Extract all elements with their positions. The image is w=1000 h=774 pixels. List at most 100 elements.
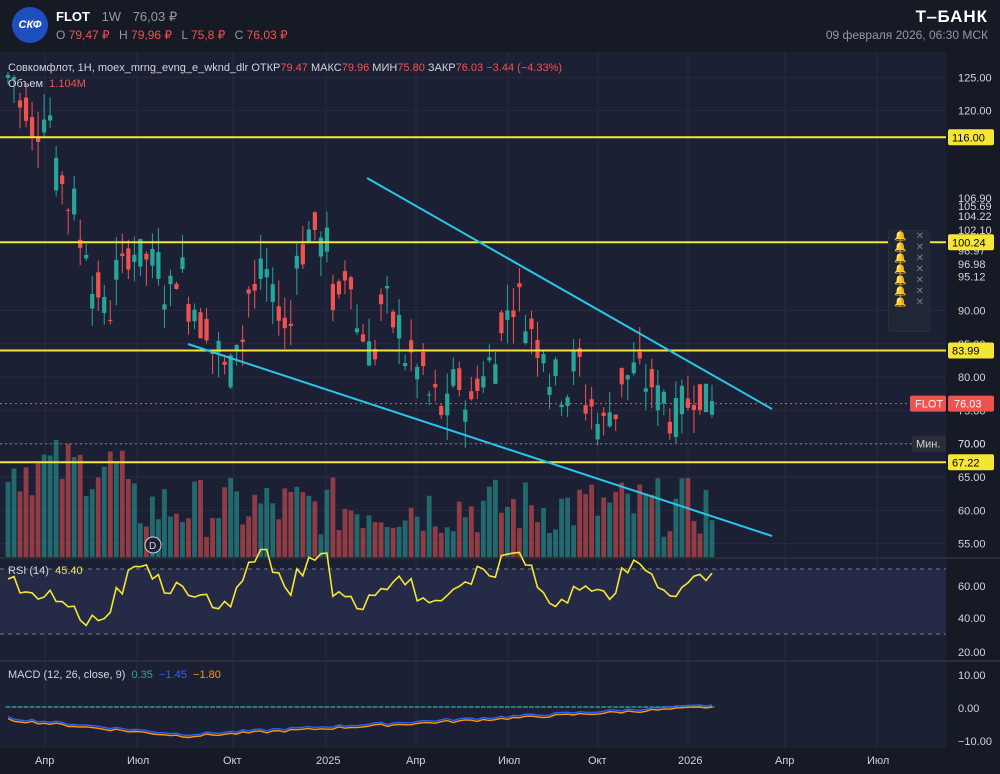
volume-bar	[282, 488, 288, 557]
datetime: 09 февраля 2026, 06:30 МСК	[825, 28, 988, 42]
candle-body	[607, 412, 612, 427]
candle-body	[23, 97, 29, 121]
bell-icon[interactable]: 🔔	[894, 231, 907, 242]
alert-row[interactable]: 🔔 ✕	[889, 253, 929, 264]
alert-row[interactable]: 🔔 ✕	[889, 275, 929, 286]
top-bar: СКФ FLOT 1W 76,03 ₽ O 79,47 ₽ H 79,96 ₽ …	[0, 0, 1000, 52]
close-icon[interactable]: ✕	[915, 242, 924, 253]
volume-bar	[204, 536, 209, 557]
candle-body	[631, 362, 636, 374]
price-axis-label: 90.00	[958, 306, 986, 318]
alerts-panel[interactable]: 🔔 ✕ 🔔 ✕ 🔔 ✕ 🔔 ✕ 🔔 ✕ 🔔 ✕ 🔔 ✕	[888, 230, 930, 332]
macd-histogram-bar	[83, 706, 89, 708]
bell-icon[interactable]: 🔔	[894, 297, 907, 308]
macd-histogram-bar	[619, 706, 625, 708]
bell-icon[interactable]: 🔔	[894, 264, 907, 275]
ticker-info[interactable]: FLOT 1W 76,03 ₽	[56, 9, 177, 25]
time-axis-label: Июл	[127, 755, 149, 767]
volume-bar	[547, 533, 552, 557]
macd-histogram-bar	[390, 706, 396, 708]
volume-bar	[29, 495, 35, 557]
macd-histogram-bar	[312, 706, 318, 708]
volume-bar	[186, 518, 191, 557]
price-axis-label: 95.12	[958, 271, 986, 283]
macd-histogram-bar	[264, 706, 270, 708]
brand-logo: Т‒БАНК	[915, 7, 988, 26]
ohlc-values: O 79,47 ₽ H 79,96 ₽ L 75,8 ₽ C 76,03 ₽	[56, 28, 288, 42]
candle-body	[270, 284, 275, 303]
candle-body	[571, 351, 576, 372]
candle-body	[691, 405, 697, 410]
bell-icon[interactable]: 🔔	[894, 242, 907, 253]
candle-body	[415, 367, 420, 380]
volume-bar	[661, 536, 667, 557]
volume-bar	[125, 478, 131, 557]
candle-body	[493, 364, 498, 384]
level-price-label: 67.22	[952, 457, 980, 469]
company-logo: СКФ	[12, 7, 48, 43]
macd-histogram-bar	[438, 706, 444, 708]
close-icon[interactable]: ✕	[915, 286, 924, 297]
macd-histogram-bar	[23, 706, 29, 708]
candle-body	[120, 253, 125, 257]
volume-bar	[697, 533, 703, 557]
bell-icon[interactable]: 🔔	[894, 275, 907, 286]
macd-histogram-bar	[679, 706, 685, 708]
level-price-tag	[948, 454, 994, 471]
volume-bar	[324, 489, 330, 557]
price-axis-label: 70.00	[958, 439, 986, 451]
macd-histogram-bar	[420, 706, 426, 708]
candle-body	[589, 399, 594, 407]
macd-histogram-bar	[655, 706, 661, 708]
symbol[interactable]: FLOT	[56, 9, 90, 24]
alert-row[interactable]: 🔔 ✕	[889, 264, 929, 275]
candle-body	[258, 258, 263, 279]
candle-body	[72, 188, 77, 215]
macd-histogram-bar	[559, 706, 564, 708]
volume-bar	[137, 523, 143, 557]
macd-line	[7, 704, 713, 737]
price-axis-label: 120.00	[958, 106, 992, 118]
close-icon[interactable]: ✕	[915, 275, 924, 286]
price-axis-label: 106.90	[958, 193, 992, 205]
bell-icon[interactable]: 🔔	[894, 253, 907, 264]
alert-row[interactable]: 🔔 ✕	[889, 231, 929, 242]
volume-bar	[577, 489, 583, 557]
close-icon[interactable]: ✕	[915, 231, 924, 242]
macd-histogram-bar	[468, 706, 474, 708]
macd-histogram-bar	[168, 706, 173, 708]
candle-body	[565, 397, 570, 406]
candle-body	[372, 349, 378, 360]
close-icon[interactable]: ✕	[915, 297, 924, 308]
volume-bar	[396, 526, 402, 557]
volume-bar	[23, 467, 29, 557]
time-axis-label: Июл	[867, 755, 889, 767]
candle-body	[535, 339, 540, 359]
macd-histogram-bar	[637, 706, 643, 708]
candle-body	[619, 368, 624, 385]
macd-histogram-bar	[71, 706, 77, 708]
bell-icon[interactable]: 🔔	[894, 286, 907, 297]
volume-bar	[270, 503, 276, 557]
candle-body	[138, 238, 143, 267]
candle-body	[192, 309, 197, 322]
candle-body	[583, 405, 588, 414]
timeframe[interactable]: 1W	[101, 9, 122, 24]
macd-histogram-bar	[17, 706, 23, 708]
candle-body	[673, 397, 678, 437]
close-icon[interactable]: ✕	[915, 253, 924, 264]
alert-row[interactable]: 🔔 ✕	[889, 242, 929, 253]
volume-bar	[673, 498, 679, 557]
macd-histogram-bar	[113, 706, 119, 708]
macd-histogram-bar	[414, 706, 420, 708]
volume-bar	[643, 493, 649, 557]
alert-row[interactable]: 🔔 ✕	[889, 286, 929, 297]
volume-bar	[59, 478, 65, 557]
candle-body	[336, 281, 342, 295]
candle-body	[48, 115, 53, 121]
macd-histogram-bar	[330, 706, 336, 708]
alert-row[interactable]: 🔔 ✕	[889, 297, 929, 308]
close-icon[interactable]: ✕	[915, 264, 924, 275]
